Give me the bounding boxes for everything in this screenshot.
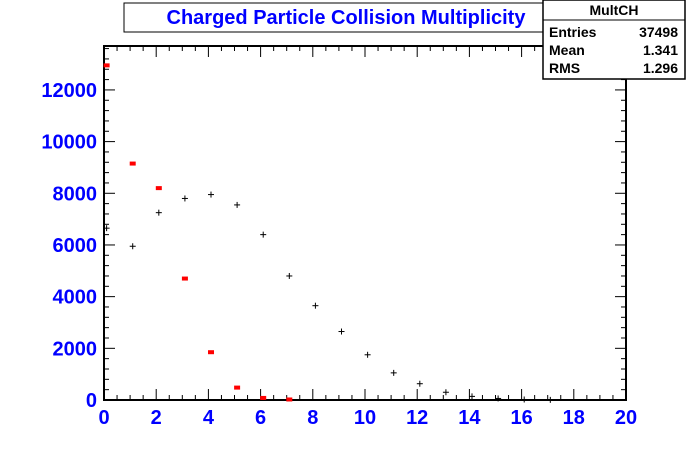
data-point-black: [181, 195, 188, 202]
data-point-black: [442, 389, 449, 396]
data-point-black: [129, 243, 136, 250]
x-tick-label: 14: [458, 407, 481, 429]
y-tick-labels: 0 2000 4000 6000 8000 10000 12000: [41, 80, 97, 412]
stats-box: MultCH Entries 37498 Mean 1.341 RMS 1.29…: [542, 0, 686, 80]
data-point-black: [416, 380, 423, 387]
data-point-black: [338, 328, 345, 335]
plot-frame: [103, 45, 627, 401]
data-marks: [103, 63, 554, 403]
data-point-red: [155, 186, 162, 191]
stats-entries-value: 37498: [639, 24, 678, 40]
data-point-black: [495, 395, 502, 402]
stats-name: MultCH: [590, 2, 639, 18]
data-point-black: [312, 302, 319, 309]
stats-mean-value: 1.341: [643, 42, 678, 58]
data-point-black: [103, 225, 110, 232]
x-tick-label: 10: [354, 407, 376, 429]
y-tick-label: 0: [86, 390, 97, 412]
x-tick-labels: 0 2 4 6 8 10 12 14 16 18 20: [98, 407, 637, 429]
data-point-black: [547, 396, 554, 403]
data-point-black: [390, 369, 397, 376]
x-tick-label: 20: [615, 407, 637, 429]
y-tick-label: 10000: [41, 132, 97, 154]
data-point-black: [364, 351, 371, 358]
data-point-black: [260, 231, 267, 238]
y-tick-label: 4000: [53, 287, 98, 309]
chart-title: Charged Particle Collision Multiplicity: [167, 7, 527, 29]
data-point-black: [208, 191, 215, 198]
x-tick-label: 16: [510, 407, 532, 429]
data-point-red: [129, 161, 136, 166]
data-point-red: [234, 385, 241, 390]
data-point-red: [103, 63, 110, 68]
y-tick-label: 8000: [53, 183, 98, 205]
data-point-black: [521, 396, 528, 403]
y-tick-label: 12000: [41, 80, 97, 102]
stats-rms-label: RMS: [549, 60, 580, 76]
axis-ticks: [103, 46, 627, 401]
x-tick-label: 18: [563, 407, 585, 429]
data-point-red: [181, 276, 188, 281]
data-point-black: [234, 201, 241, 208]
data-point-black: [469, 393, 476, 400]
x-tick-label: 12: [406, 407, 428, 429]
x-tick-label: 8: [307, 407, 318, 429]
data-point-red: [208, 350, 215, 355]
stats-entries-label: Entries: [549, 24, 597, 40]
title-box: Charged Particle Collision Multiplicity: [123, 2, 547, 33]
y-tick-label: 2000: [53, 338, 98, 360]
x-tick-label: 0: [98, 407, 109, 429]
data-point-black: [155, 209, 162, 216]
y-tick-label: 6000: [53, 235, 98, 257]
stats-rms-value: 1.296: [643, 60, 678, 76]
stats-mean-label: Mean: [549, 42, 585, 58]
x-tick-label: 6: [255, 407, 266, 429]
x-tick-label: 4: [203, 407, 215, 429]
data-point-red: [260, 395, 267, 400]
x-tick-label: 2: [151, 407, 162, 429]
data-point-red: [286, 397, 293, 402]
data-point-black: [286, 272, 293, 279]
